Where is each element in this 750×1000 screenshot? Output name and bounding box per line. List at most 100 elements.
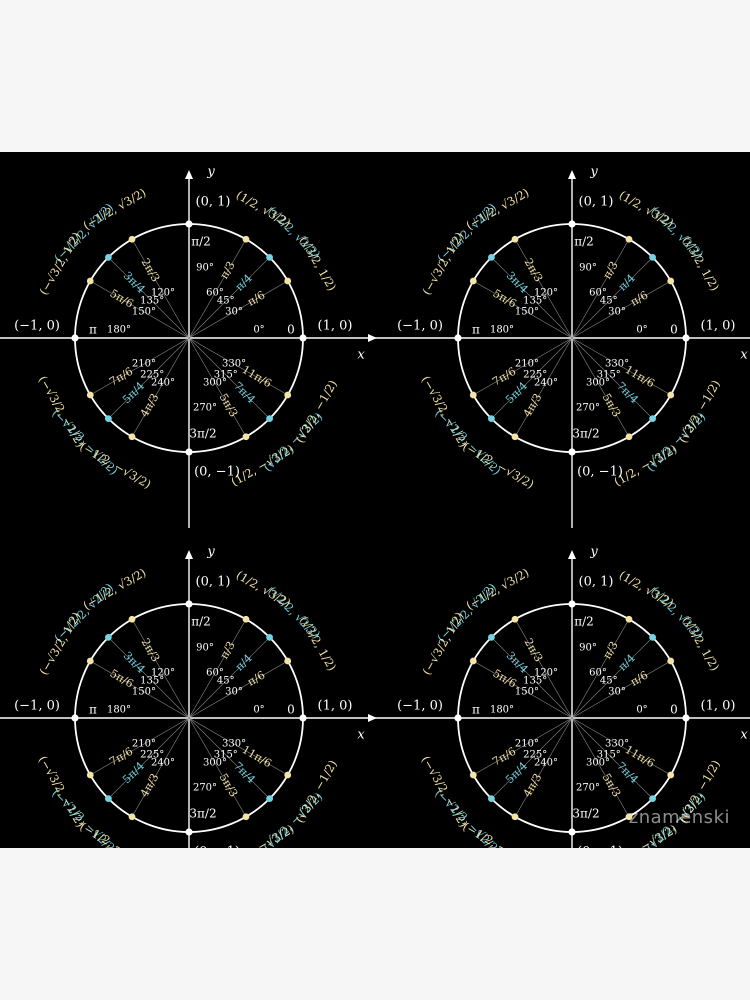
angle-point bbox=[242, 615, 250, 623]
angle-ray bbox=[131, 239, 190, 339]
axis-coordinate-label: (0, −1) bbox=[577, 845, 623, 849]
angle-point bbox=[86, 657, 94, 665]
axis-point bbox=[71, 334, 79, 342]
angle-point bbox=[469, 277, 477, 285]
angle-point bbox=[625, 235, 633, 243]
degree-label: 120° bbox=[151, 287, 175, 298]
angle-ray bbox=[108, 717, 190, 799]
axis-point bbox=[568, 220, 576, 228]
angle-ray bbox=[571, 280, 671, 339]
degree-label: 210° bbox=[515, 359, 539, 370]
angle-point bbox=[667, 391, 675, 399]
angle-point bbox=[86, 391, 94, 399]
degree-label: 45° bbox=[600, 676, 618, 687]
angle-point bbox=[649, 633, 657, 641]
angle-ray bbox=[473, 717, 573, 776]
angle-ray bbox=[491, 717, 573, 799]
unit-circle-pattern: xyπ/630°(√3/2, 1/2)π/445°(√2/2, √2/2)π/3… bbox=[0, 165, 750, 849]
angle-point bbox=[266, 253, 274, 261]
axis-point bbox=[682, 714, 690, 722]
unit-circle-tile-1: xyπ/630°(√3/2, 1/2)π/445°(√2/2, √2/2)π/3… bbox=[0, 165, 377, 528]
angle-ray bbox=[90, 280, 190, 339]
angle-ray bbox=[571, 337, 671, 396]
y-axis-label: y bbox=[206, 545, 215, 560]
axis-degree-label: 90° bbox=[196, 263, 214, 274]
angle-point bbox=[104, 253, 112, 261]
axis-degree-label: 0° bbox=[636, 705, 647, 716]
axis-coordinate-label: (0, 1) bbox=[579, 575, 614, 590]
angle-point bbox=[625, 615, 633, 623]
angle-point bbox=[511, 433, 519, 441]
watermark-text: znamenski bbox=[628, 807, 730, 828]
axis-coordinate-label: (0, 1) bbox=[196, 195, 231, 210]
axis-radian-label: 3π/2 bbox=[572, 807, 599, 821]
angle-ray bbox=[188, 239, 247, 339]
x-axis-label: x bbox=[357, 728, 365, 743]
axis-radian-label: π/2 bbox=[574, 235, 594, 249]
print-artwork: x y π/6 30° (√3/2, 1/2) π/4 45° (√2/2, √2/2) π/3… bbox=[0, 152, 750, 848]
radian-label: π/6 bbox=[245, 668, 267, 688]
angle-ray bbox=[90, 660, 190, 719]
axis-degree-label: 90° bbox=[196, 643, 214, 654]
axis-coordinate-label: (1, 0) bbox=[701, 699, 736, 714]
angle-ray bbox=[571, 337, 630, 437]
angle-point bbox=[469, 657, 477, 665]
degree-label: 210° bbox=[132, 359, 156, 370]
angle-ray bbox=[131, 717, 190, 817]
radian-label: 4π/3 bbox=[138, 771, 162, 799]
coordinate-label: (−1/2, −√3/2) bbox=[460, 439, 536, 491]
angle-point bbox=[487, 415, 495, 423]
axis-radian-label: π/2 bbox=[191, 615, 211, 629]
radian-label: π/6 bbox=[245, 288, 267, 308]
angle-point bbox=[487, 253, 495, 261]
angle-ray bbox=[514, 619, 573, 719]
angle-point bbox=[667, 771, 675, 779]
axis-radian-label: π/2 bbox=[574, 615, 594, 629]
y-axis-arrow bbox=[568, 170, 576, 179]
coordinate-label: (√3/2, −1/2) bbox=[293, 378, 340, 446]
angle-point bbox=[104, 633, 112, 641]
y-axis-arrow bbox=[568, 550, 576, 559]
angle-ray bbox=[491, 337, 573, 419]
axis-coordinate-label: (−1, 0) bbox=[14, 319, 60, 334]
x-axis-label: x bbox=[740, 728, 748, 743]
radian-label: π/4 bbox=[233, 272, 255, 294]
axis-radian-label: 0 bbox=[670, 703, 678, 717]
angle-ray bbox=[188, 660, 288, 719]
angle-point bbox=[266, 415, 274, 423]
angle-point bbox=[284, 277, 292, 285]
angle-point bbox=[86, 277, 94, 285]
angle-ray bbox=[188, 337, 247, 437]
angle-ray bbox=[108, 257, 190, 339]
radian-label: π/3 bbox=[217, 639, 237, 661]
radian-label: π/4 bbox=[616, 272, 638, 294]
axis-point bbox=[299, 334, 307, 342]
angle-point bbox=[104, 415, 112, 423]
angle-ray bbox=[491, 637, 573, 719]
radian-label: 4π/3 bbox=[521, 771, 545, 799]
angle-point bbox=[487, 633, 495, 641]
angle-point bbox=[128, 615, 136, 623]
angle-point bbox=[266, 633, 274, 641]
axis-degree-label: 180° bbox=[107, 705, 131, 716]
angle-ray bbox=[514, 239, 573, 339]
axis-coordinate-label: (−1, 0) bbox=[397, 699, 443, 714]
degree-label: 240° bbox=[151, 378, 175, 389]
angle-ray bbox=[90, 337, 190, 396]
degree-label: 45° bbox=[217, 296, 235, 307]
angle-ray bbox=[108, 337, 190, 419]
angle-ray bbox=[188, 637, 270, 719]
degree-label: 330° bbox=[222, 359, 246, 370]
y-axis-label: y bbox=[589, 545, 598, 560]
angle-point bbox=[667, 657, 675, 665]
axis-degree-label: 0° bbox=[253, 705, 264, 716]
axis-point bbox=[454, 334, 462, 342]
degree-label: 225° bbox=[523, 749, 547, 760]
axis-coordinate-label: (0, 1) bbox=[196, 575, 231, 590]
axis-point bbox=[682, 334, 690, 342]
angle-ray bbox=[188, 717, 270, 799]
degree-label: 240° bbox=[534, 378, 558, 389]
axis-coordinate-label: (0, 1) bbox=[579, 195, 614, 210]
axis-radian-label: π/2 bbox=[191, 235, 211, 249]
radian-label: π/4 bbox=[616, 652, 638, 674]
